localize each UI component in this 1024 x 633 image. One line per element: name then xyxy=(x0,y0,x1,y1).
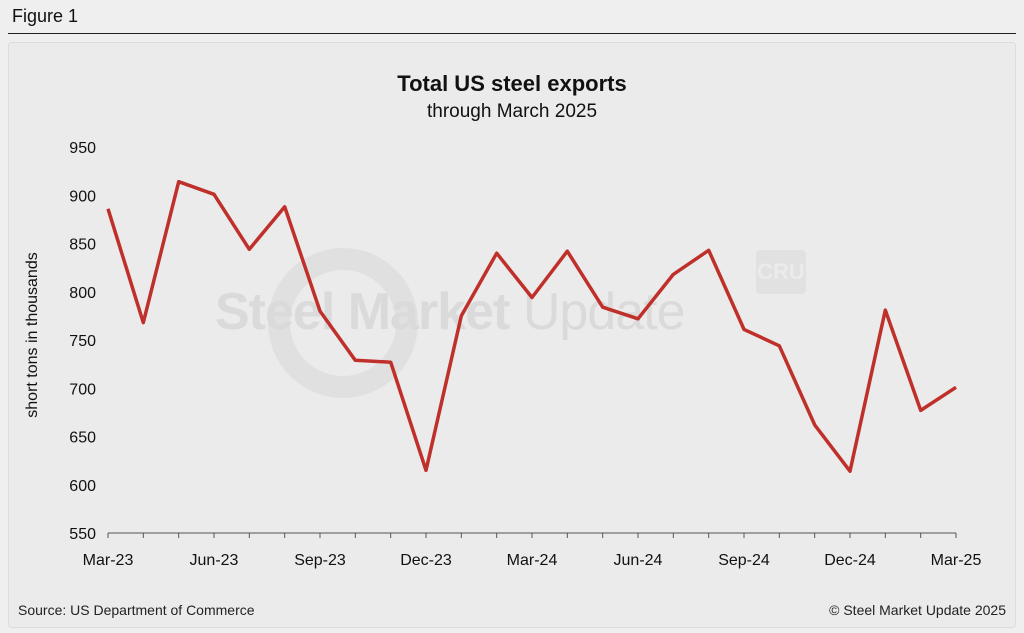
x-tick-label: Sep-23 xyxy=(294,552,346,569)
copyright-note: © Steel Market Update 2025 xyxy=(829,602,1006,618)
y-tick-label: 650 xyxy=(69,430,96,447)
y-tick-label: 700 xyxy=(69,381,96,398)
y-tick-label: 900 xyxy=(69,188,96,205)
cru-logo: CRU xyxy=(756,250,806,294)
x-tick-label: Jun-24 xyxy=(614,552,663,569)
figure-divider xyxy=(8,33,1016,34)
x-tick-label: Jun-23 xyxy=(190,552,239,569)
y-tick-label: 800 xyxy=(69,285,96,302)
x-tick-label: Dec-23 xyxy=(400,552,452,569)
watermark-bold: Steel Market xyxy=(215,283,510,341)
y-tick-label: 950 xyxy=(69,140,96,157)
y-tick-label: 850 xyxy=(69,237,96,254)
x-tick-label: Sep-24 xyxy=(718,552,770,569)
y-tick-labels: 550 600 650 700 750 800 850 900 950 xyxy=(69,140,96,543)
y-tick-label: 600 xyxy=(69,478,96,495)
series-line xyxy=(106,179,957,473)
y-tick-label: 550 xyxy=(69,526,96,543)
x-tick-label: Mar-23 xyxy=(83,552,134,569)
y-axis-label: short tons in thousands xyxy=(24,252,41,417)
figure-label: Figure 1 xyxy=(12,6,79,26)
x-tick-label: Mar-24 xyxy=(507,552,558,569)
x-ticks: Mar-23 Jun-23 Sep-23 Dec-23 Mar-24 Jun-24 Sep-… xyxy=(83,533,982,569)
chart-panel xyxy=(8,42,1016,628)
y-tick-label: 750 xyxy=(69,333,96,350)
chart-title: Total US steel exports xyxy=(397,71,626,96)
source-note: Source: US Department of Commerce xyxy=(18,602,255,618)
x-tick-label: Mar-25 xyxy=(931,552,982,569)
x-tick-label: Dec-24 xyxy=(824,552,876,569)
chart-subtitle: through March 2025 xyxy=(427,101,597,122)
